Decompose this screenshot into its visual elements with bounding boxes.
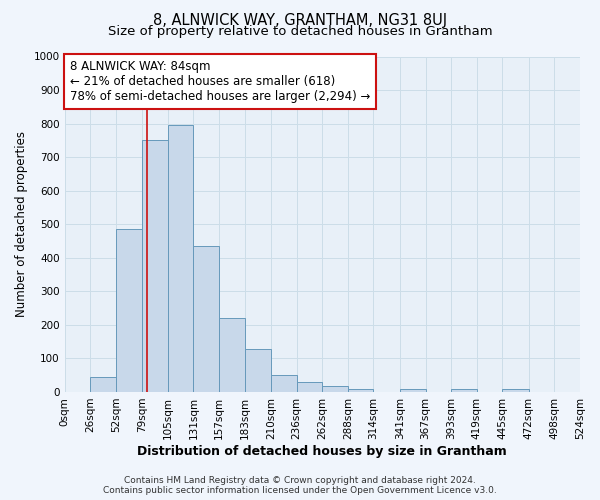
- X-axis label: Distribution of detached houses by size in Grantham: Distribution of detached houses by size …: [137, 444, 507, 458]
- Text: Size of property relative to detached houses in Grantham: Size of property relative to detached ho…: [107, 25, 493, 38]
- Bar: [168, 126, 193, 392]
- Bar: [193, 246, 219, 392]
- Bar: [142, 140, 168, 392]
- Bar: [116, 230, 142, 392]
- Bar: [451, 388, 477, 392]
- Bar: [400, 388, 425, 392]
- Bar: [296, 382, 322, 392]
- Text: 8, ALNWICK WAY, GRANTHAM, NG31 8UJ: 8, ALNWICK WAY, GRANTHAM, NG31 8UJ: [153, 12, 447, 28]
- Bar: [322, 386, 348, 392]
- Bar: [348, 388, 373, 392]
- Bar: [219, 318, 245, 392]
- Bar: [245, 349, 271, 392]
- Bar: [90, 377, 116, 392]
- Text: 8 ALNWICK WAY: 84sqm
← 21% of detached houses are smaller (618)
78% of semi-deta: 8 ALNWICK WAY: 84sqm ← 21% of detached h…: [70, 60, 370, 103]
- Bar: [502, 388, 529, 392]
- Bar: [271, 375, 296, 392]
- Text: Contains HM Land Registry data © Crown copyright and database right 2024.
Contai: Contains HM Land Registry data © Crown c…: [103, 476, 497, 495]
- Y-axis label: Number of detached properties: Number of detached properties: [15, 131, 28, 317]
